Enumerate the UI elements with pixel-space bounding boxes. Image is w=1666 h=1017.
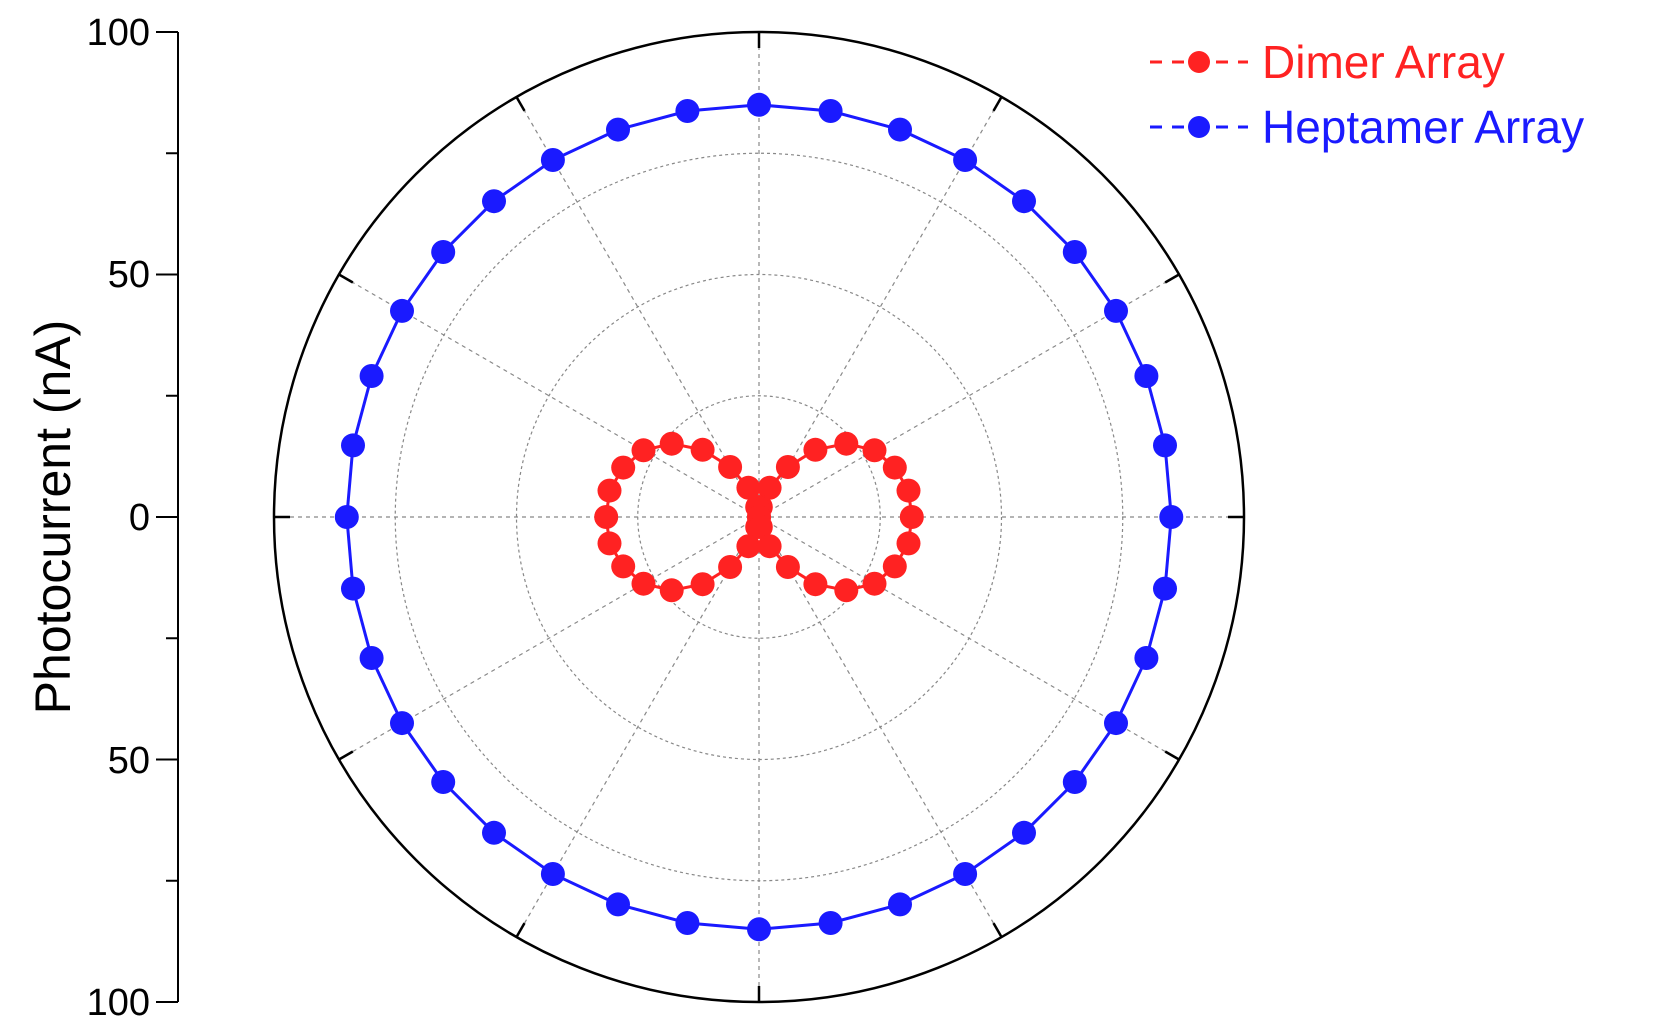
angular-tick: [515, 922, 526, 938]
data-point: [1134, 646, 1159, 670]
data-point: [747, 917, 771, 942]
data-point: [818, 911, 843, 935]
angular-tick: [1164, 273, 1180, 284]
angular-tick: [1164, 750, 1180, 761]
angular-grid-spoke: [338, 273, 1180, 761]
radial-tick-label: 50: [108, 254, 150, 296]
legend: Dimer Array Heptamer Array: [1150, 36, 1584, 153]
data-point: [675, 911, 700, 935]
data-point: [431, 770, 456, 794]
data-point: [736, 475, 761, 500]
data-point: [611, 455, 636, 480]
data-point: [359, 646, 384, 670]
radial-tick-label: 0: [129, 497, 150, 539]
data-point: [757, 534, 782, 559]
data-point: [482, 189, 506, 214]
data-point: [1104, 298, 1128, 323]
data-point: [747, 92, 771, 117]
angular-tick: [338, 273, 354, 284]
data-point: [659, 431, 684, 456]
data-point: [953, 148, 978, 172]
polar-grid: [274, 32, 1244, 1002]
data-point: [1012, 820, 1036, 845]
legend-item-dimer: Dimer Array: [1150, 36, 1505, 88]
legend-label: Heptamer Array: [1262, 101, 1584, 153]
data-point: [690, 572, 715, 597]
data-point: [482, 820, 506, 845]
data-point: [888, 117, 912, 142]
legend-marker: [1188, 51, 1210, 73]
data-point: [953, 862, 978, 886]
data-point: [675, 99, 700, 123]
data-point: [1153, 433, 1177, 458]
data-point: [1062, 770, 1087, 794]
data-point: [757, 475, 782, 500]
data-point: [896, 478, 921, 503]
radial-tick-label: 100: [87, 982, 150, 1017]
data-point: [611, 554, 636, 579]
radial-tick-label: 50: [108, 740, 150, 782]
data-point: [718, 455, 743, 479]
data-point: [431, 240, 456, 264]
angular-grid-spoke: [515, 96, 1003, 938]
data-point: [882, 455, 907, 480]
legend-item-heptamer: Heptamer Array: [1150, 101, 1584, 153]
data-point: [818, 99, 843, 123]
data-point: [1012, 189, 1036, 214]
data-point: [748, 515, 773, 539]
data-point: [606, 117, 630, 142]
data-point: [718, 555, 743, 579]
angular-tick: [992, 922, 1003, 938]
data-point: [1134, 364, 1159, 388]
data-point: [690, 437, 715, 462]
data-point: [803, 437, 828, 462]
data-point: [736, 534, 761, 559]
polar-frame-ticks: [274, 32, 1244, 1002]
data-point: [775, 555, 800, 579]
data-point: [390, 711, 414, 736]
data-point: [896, 531, 921, 556]
angular-tick: [338, 750, 354, 761]
legend-label: Dimer Array: [1262, 36, 1505, 88]
data-point: [775, 455, 800, 479]
angular-grid-spoke: [338, 273, 1180, 761]
data-point: [862, 571, 887, 596]
radial-axis-ticks: [156, 31, 178, 1003]
data-point: [540, 862, 565, 886]
data-point: [803, 572, 828, 597]
data-point: [1159, 505, 1184, 529]
radial-axis-labels: 100 50 0 50 100: [87, 12, 150, 1017]
data-point: [334, 505, 359, 529]
data-point: [597, 478, 622, 503]
data-point: [862, 438, 887, 463]
data-point: [631, 438, 656, 463]
data-point: [834, 431, 859, 456]
angular-tick: [515, 96, 526, 112]
data-point: [888, 892, 912, 917]
data-point: [540, 148, 565, 172]
data-point: [606, 892, 630, 917]
data-point: [899, 505, 924, 529]
data-point: [341, 433, 365, 458]
data-point: [594, 505, 619, 529]
data-point: [659, 578, 684, 603]
data-point: [390, 298, 414, 323]
legend-marker: [1188, 116, 1210, 138]
data-point: [1062, 240, 1087, 264]
data-point: [1153, 576, 1177, 601]
angular-tick: [992, 96, 1003, 112]
radial-tick-label: 100: [87, 12, 150, 54]
angular-grid-spoke: [515, 96, 1003, 938]
data-point: [1104, 711, 1128, 736]
data-point: [597, 531, 622, 556]
data-point: [359, 364, 384, 388]
data-point: [882, 554, 907, 579]
data-point: [631, 571, 656, 596]
y-axis-title: Photocurrent (nA): [25, 320, 81, 715]
data-point: [341, 576, 365, 601]
series-layer: [334, 92, 1184, 942]
data-point: [834, 578, 859, 603]
